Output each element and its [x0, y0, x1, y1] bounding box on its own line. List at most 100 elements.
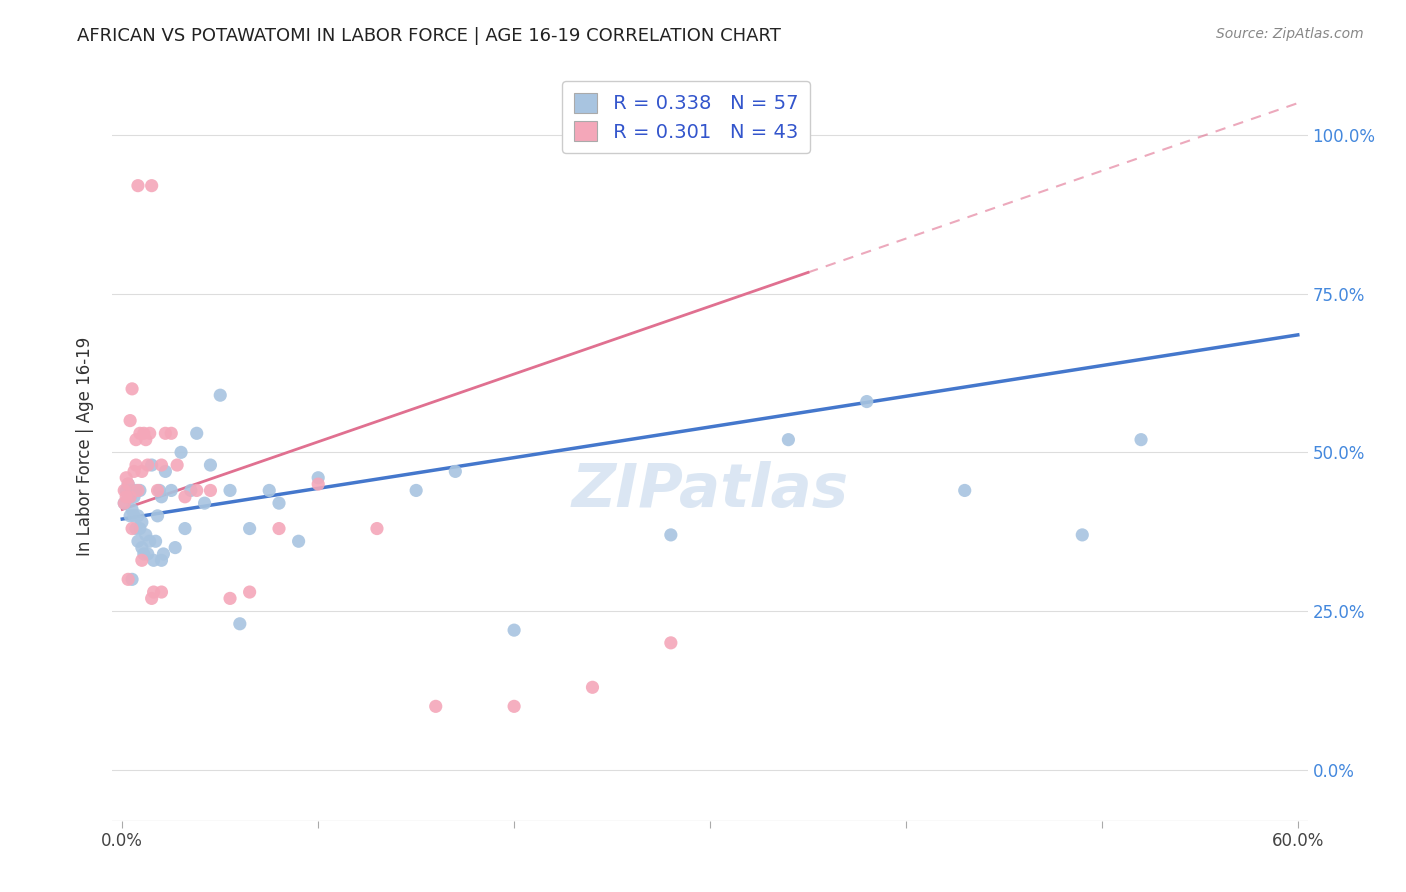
Text: ZIPatlas: ZIPatlas — [571, 461, 849, 520]
Point — [121, 483, 143, 498]
Point — [148, 483, 170, 498]
Point — [146, 483, 169, 498]
Point — [129, 522, 152, 536]
Point — [209, 388, 232, 402]
Point — [160, 483, 183, 498]
Point — [659, 528, 682, 542]
Text: Source: ZipAtlas.com: Source: ZipAtlas.com — [1216, 27, 1364, 41]
Point — [405, 483, 427, 498]
Point — [120, 414, 142, 428]
Point — [131, 515, 153, 529]
Point — [127, 508, 149, 523]
Point — [193, 496, 215, 510]
Point — [138, 534, 160, 549]
Point — [146, 508, 169, 523]
Point — [115, 490, 138, 504]
Point — [125, 458, 148, 472]
Point — [136, 458, 159, 472]
Point — [174, 522, 197, 536]
Point — [121, 572, 143, 586]
Point — [122, 464, 145, 478]
Point — [121, 502, 143, 516]
Point — [125, 522, 148, 536]
Point — [117, 572, 139, 586]
Point — [186, 483, 208, 498]
Point — [659, 636, 682, 650]
Point — [267, 496, 290, 510]
Point — [166, 458, 188, 472]
Point — [155, 426, 177, 441]
Point — [127, 483, 149, 498]
Point — [953, 483, 976, 498]
Point — [142, 585, 165, 599]
Point — [115, 483, 138, 498]
Point — [165, 541, 187, 555]
Point — [115, 471, 138, 485]
Point — [257, 483, 280, 498]
Point — [239, 585, 262, 599]
Point — [855, 394, 877, 409]
Point — [170, 445, 193, 459]
Point — [141, 591, 163, 606]
Point — [125, 433, 148, 447]
Point — [112, 483, 135, 498]
Point — [307, 477, 329, 491]
Point — [366, 522, 388, 536]
Text: AFRICAN VS POTAWATOMI IN LABOR FORCE | AGE 16-19 CORRELATION CHART: AFRICAN VS POTAWATOMI IN LABOR FORCE | A… — [77, 27, 782, 45]
Point — [287, 534, 309, 549]
Point — [160, 426, 183, 441]
Point — [150, 490, 173, 504]
Point — [155, 464, 177, 478]
Point — [131, 553, 153, 567]
Point — [120, 508, 142, 523]
Y-axis label: In Labor Force | Age 16-19: In Labor Force | Age 16-19 — [76, 336, 94, 556]
Point — [121, 382, 143, 396]
Point — [136, 547, 159, 561]
Legend:  R = 0.338   N = 57,  R = 0.301   N = 43: R = 0.338 N = 57, R = 0.301 N = 43 — [562, 81, 810, 153]
Point — [112, 496, 135, 510]
Point — [200, 483, 222, 498]
Point — [267, 522, 290, 536]
Point — [127, 178, 149, 193]
Point — [121, 522, 143, 536]
Point — [142, 553, 165, 567]
Point — [239, 522, 262, 536]
Point — [229, 616, 252, 631]
Point — [778, 433, 800, 447]
Point — [127, 534, 149, 549]
Point — [307, 471, 329, 485]
Point — [186, 426, 208, 441]
Point — [503, 699, 526, 714]
Point — [129, 426, 152, 441]
Point — [152, 547, 174, 561]
Point — [112, 496, 135, 510]
Point — [120, 490, 142, 504]
Point — [1071, 528, 1094, 542]
Point — [131, 541, 153, 555]
Point — [129, 483, 152, 498]
Point — [141, 458, 163, 472]
Point — [120, 490, 142, 504]
Point — [200, 458, 222, 472]
Point — [581, 681, 603, 695]
Point — [150, 458, 173, 472]
Point — [117, 477, 139, 491]
Point — [132, 547, 155, 561]
Point — [180, 483, 202, 498]
Point — [150, 553, 173, 567]
Point — [150, 585, 173, 599]
Point — [219, 483, 242, 498]
Point — [122, 490, 145, 504]
Point — [145, 534, 167, 549]
Point — [174, 490, 197, 504]
Point — [135, 528, 157, 542]
Point — [135, 433, 157, 447]
Point — [138, 426, 160, 441]
Point — [1130, 433, 1153, 447]
Point — [131, 464, 153, 478]
Point — [132, 426, 155, 441]
Point — [122, 508, 145, 523]
Point — [141, 178, 163, 193]
Point — [503, 623, 526, 637]
Point — [219, 591, 242, 606]
